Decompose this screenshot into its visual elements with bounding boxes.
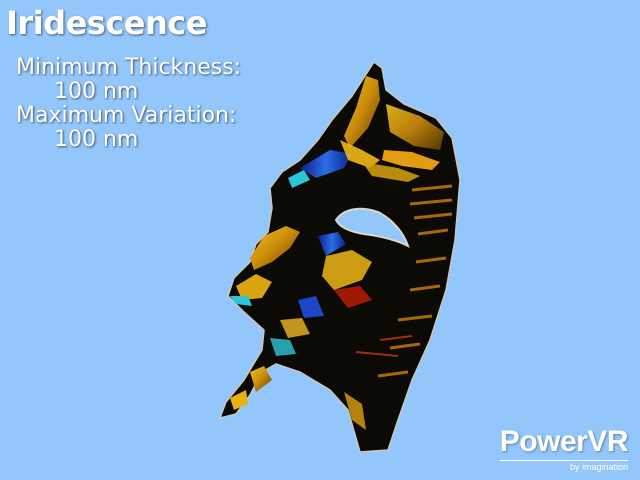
logo-brand: PowerVR bbox=[499, 425, 629, 458]
forehead-sheen bbox=[344, 76, 380, 148]
nose-sheen bbox=[250, 226, 300, 270]
min-thickness-label: Minimum Thickness: bbox=[16, 55, 242, 80]
min-thickness-value: 100 nm bbox=[54, 79, 139, 104]
mask-eye-hole bbox=[334, 207, 410, 248]
demo-title: Iridescence bbox=[6, 4, 207, 42]
powervr-logo: PowerVR by imagination bbox=[499, 425, 629, 472]
max-variation-value: 100 nm bbox=[54, 127, 139, 152]
logo-subtitle: by imagination bbox=[569, 462, 628, 472]
side-bands bbox=[377, 184, 453, 378]
max-variation-label: Maximum Variation: bbox=[16, 103, 237, 128]
parameter-panel: Minimum Thickness: 100 nm Maximum Variat… bbox=[16, 56, 241, 152]
logo-divider bbox=[499, 460, 628, 461]
